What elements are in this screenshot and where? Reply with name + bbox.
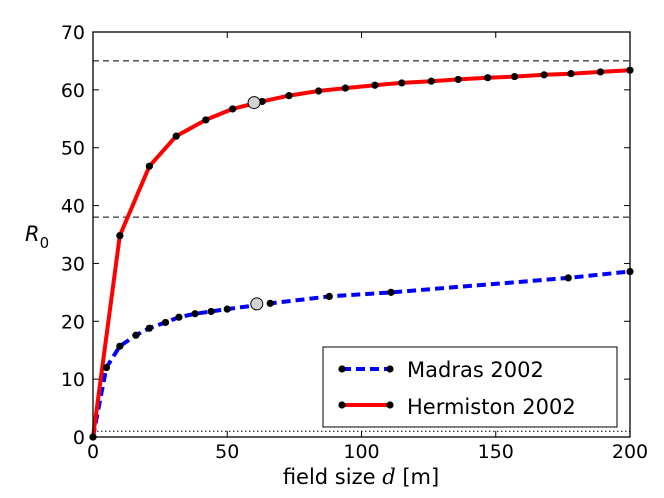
data-point bbox=[510, 72, 519, 81]
series-lines bbox=[91, 68, 631, 438]
y-tick-label: 30 bbox=[61, 253, 85, 275]
x-tick-label: 200 bbox=[612, 441, 648, 463]
data-point bbox=[285, 92, 293, 100]
highlight-point bbox=[250, 297, 264, 311]
data-point bbox=[116, 342, 124, 350]
data-point bbox=[387, 288, 395, 296]
data-point bbox=[161, 318, 170, 327]
data-point bbox=[175, 313, 183, 321]
x-axis-label: field size d [m] bbox=[283, 465, 439, 489]
legend-marker-hermiston bbox=[338, 401, 346, 409]
data-point bbox=[202, 116, 210, 124]
data-point bbox=[102, 363, 111, 372]
legend-box bbox=[322, 346, 618, 428]
data-point bbox=[325, 292, 333, 301]
x-tick-label: 150 bbox=[478, 441, 514, 463]
data-point bbox=[116, 232, 124, 240]
x-tick-label: 50 bbox=[215, 441, 239, 463]
y-tick-label: 10 bbox=[61, 369, 85, 391]
legend-label-hermiston: Hermiston 2002 bbox=[407, 395, 576, 419]
y-tick-label: 40 bbox=[61, 196, 85, 218]
data-point bbox=[145, 162, 153, 170]
legend-marker-madras bbox=[338, 365, 346, 373]
data-point bbox=[454, 75, 462, 84]
y-tick-label: 60 bbox=[61, 80, 85, 102]
data-point bbox=[314, 87, 323, 95]
legend-marker-hermiston bbox=[386, 401, 394, 409]
data-point bbox=[132, 331, 140, 339]
data-point bbox=[427, 77, 435, 85]
y-tick-label: 0 bbox=[73, 427, 85, 449]
data-point bbox=[223, 305, 231, 313]
data-point bbox=[484, 74, 492, 82]
data-point bbox=[564, 274, 572, 282]
data-point bbox=[172, 132, 180, 140]
series-line-0 bbox=[91, 269, 631, 438]
series-line-1 bbox=[91, 68, 631, 438]
data-point bbox=[207, 307, 215, 316]
data-point bbox=[341, 84, 349, 92]
y-tick-label: 70 bbox=[61, 22, 85, 44]
y-axis-label: R0 bbox=[25, 222, 49, 252]
y-tick-label: 20 bbox=[61, 311, 85, 333]
y-tick-label: 50 bbox=[61, 138, 85, 160]
series-markers bbox=[89, 66, 634, 441]
legend-label-madras: Madras 2002 bbox=[407, 358, 544, 382]
data-point bbox=[191, 310, 199, 318]
highlight-point bbox=[247, 96, 261, 110]
data-point bbox=[596, 68, 605, 76]
data-point bbox=[398, 79, 406, 87]
data-point bbox=[567, 70, 575, 78]
legend: Madras 2002 Hermiston 2002 bbox=[322, 346, 618, 428]
data-point bbox=[266, 299, 274, 307]
data-point bbox=[371, 81, 379, 89]
data-point bbox=[145, 324, 153, 332]
x-tick-label: 0 bbox=[87, 441, 99, 463]
data-point bbox=[540, 71, 548, 79]
axis-ticks: 0 50 100 150 200 0 10 20 30 40 50 60 70 bbox=[61, 22, 648, 463]
legend-marker-madras bbox=[386, 365, 394, 373]
data-point bbox=[229, 105, 237, 113]
x-tick-label: 100 bbox=[343, 441, 379, 463]
